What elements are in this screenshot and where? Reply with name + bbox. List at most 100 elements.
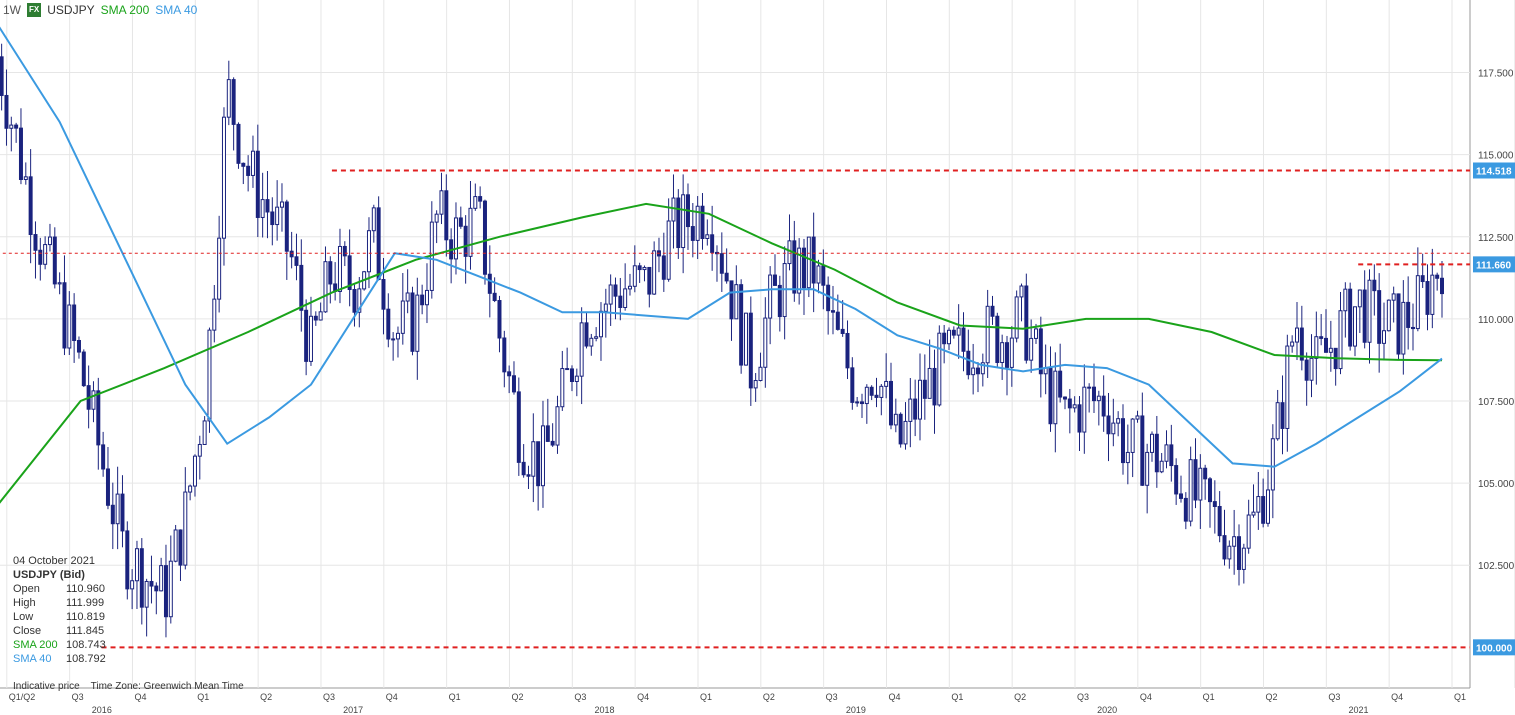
candle-body bbox=[1430, 274, 1435, 315]
candle-body bbox=[328, 261, 333, 285]
candle-body bbox=[313, 315, 318, 321]
candle-body bbox=[545, 425, 550, 442]
candle-body bbox=[284, 201, 289, 252]
candle-body bbox=[627, 285, 632, 290]
candle-body bbox=[415, 294, 420, 352]
candle-body bbox=[772, 274, 777, 286]
y-tick-label: 110.000 bbox=[1478, 315, 1514, 326]
candle-body bbox=[1275, 402, 1280, 440]
candle-body bbox=[777, 284, 782, 318]
candle-body bbox=[1212, 501, 1217, 507]
candle-body bbox=[937, 332, 942, 406]
candle-body bbox=[487, 273, 492, 294]
candle-body bbox=[618, 295, 623, 308]
candle-body bbox=[739, 284, 744, 366]
candle-body bbox=[347, 255, 352, 291]
candle-body bbox=[1091, 386, 1096, 402]
candle-body bbox=[710, 234, 715, 253]
candle-body bbox=[690, 226, 695, 241]
candle-body bbox=[1222, 535, 1227, 560]
info-value: 110.819 bbox=[66, 611, 105, 623]
candle-body bbox=[289, 250, 294, 258]
candle-body bbox=[1159, 460, 1164, 473]
candle-body bbox=[1319, 336, 1324, 339]
candle-body bbox=[197, 443, 202, 457]
candle-body bbox=[294, 256, 299, 266]
candle-body bbox=[647, 266, 652, 295]
candle-body bbox=[255, 150, 260, 218]
x-tick-label: Q1 bbox=[1454, 692, 1466, 702]
candle-body bbox=[1169, 444, 1174, 467]
candle-body bbox=[342, 245, 347, 257]
candle-body bbox=[1425, 281, 1430, 315]
candle-body bbox=[1207, 478, 1212, 503]
candle-body bbox=[1348, 288, 1353, 347]
data-window: 04 October 2021 USDJPY (Bid) Open 110.960… bbox=[13, 554, 106, 666]
price-tag-box bbox=[1473, 162, 1515, 179]
y-axis: 117.500 115.000 112.500 110.000 107.500 105.0… bbox=[1473, 69, 1515, 656]
candle-body bbox=[516, 391, 521, 463]
candle-body bbox=[304, 309, 309, 362]
info-key: SMA 40 bbox=[13, 653, 52, 665]
candle-body bbox=[439, 190, 444, 215]
candle-body bbox=[270, 211, 275, 226]
candle-body bbox=[1024, 285, 1029, 361]
candle-body bbox=[1401, 301, 1406, 355]
candle-body bbox=[550, 440, 555, 446]
candle-body bbox=[105, 468, 110, 506]
candle-body bbox=[1188, 459, 1193, 522]
candle-body bbox=[33, 234, 38, 251]
candle-body bbox=[729, 280, 734, 320]
x-tick-label: Q2 bbox=[511, 692, 523, 702]
candle-body bbox=[0, 56, 4, 96]
info-key: Close bbox=[13, 625, 42, 637]
candle-body bbox=[1072, 404, 1077, 409]
candle-body bbox=[1014, 296, 1019, 339]
candle-body bbox=[985, 305, 990, 364]
interval-label[interactable]: 1W bbox=[3, 3, 21, 17]
candle-body bbox=[221, 116, 226, 239]
candle-body bbox=[1435, 274, 1440, 279]
candle-body bbox=[241, 162, 246, 167]
symbol-label[interactable]: USDJPY bbox=[47, 3, 95, 17]
price-tag-label: 100.000 bbox=[1476, 643, 1513, 654]
candle-body bbox=[826, 284, 831, 312]
candle-body bbox=[67, 304, 72, 349]
candle-body bbox=[1270, 438, 1275, 491]
candle-body bbox=[154, 585, 159, 592]
candle-body bbox=[120, 493, 125, 532]
x-tick-label: Q1/Q2 bbox=[9, 692, 36, 702]
candle-body bbox=[139, 548, 144, 608]
candle-body bbox=[1265, 489, 1270, 524]
sma200-legend[interactable]: SMA 200 bbox=[100, 3, 150, 17]
x-tick-label: Q3 bbox=[826, 692, 838, 702]
info-row-close: Close 111.845 bbox=[13, 624, 106, 638]
candle-body bbox=[463, 225, 468, 257]
candle-body bbox=[62, 282, 67, 349]
candle-body bbox=[1217, 505, 1222, 537]
candle-body bbox=[381, 279, 386, 310]
candle-body bbox=[1236, 536, 1241, 570]
candle-body bbox=[192, 455, 197, 487]
candle-body bbox=[1328, 347, 1333, 353]
x-tick-label: Q3 bbox=[574, 692, 586, 702]
candle-body bbox=[801, 247, 806, 289]
candle-body bbox=[1149, 433, 1154, 453]
candle-body bbox=[1140, 415, 1145, 486]
candle-body bbox=[144, 580, 149, 608]
candle-body bbox=[1367, 279, 1372, 343]
candle-body bbox=[1352, 306, 1357, 347]
candle-body bbox=[908, 398, 913, 422]
candle-body bbox=[444, 190, 449, 241]
candle-body bbox=[661, 255, 666, 280]
candle-body bbox=[478, 196, 483, 202]
info-row-high: High 111.999 bbox=[13, 596, 106, 610]
candle-body bbox=[47, 236, 52, 246]
candle-body bbox=[536, 441, 541, 487]
candle-body bbox=[666, 220, 671, 280]
sma40-legend[interactable]: SMA 40 bbox=[155, 3, 198, 17]
candle-body bbox=[961, 327, 966, 352]
candle-body bbox=[1203, 467, 1208, 480]
candle-body bbox=[888, 380, 893, 426]
